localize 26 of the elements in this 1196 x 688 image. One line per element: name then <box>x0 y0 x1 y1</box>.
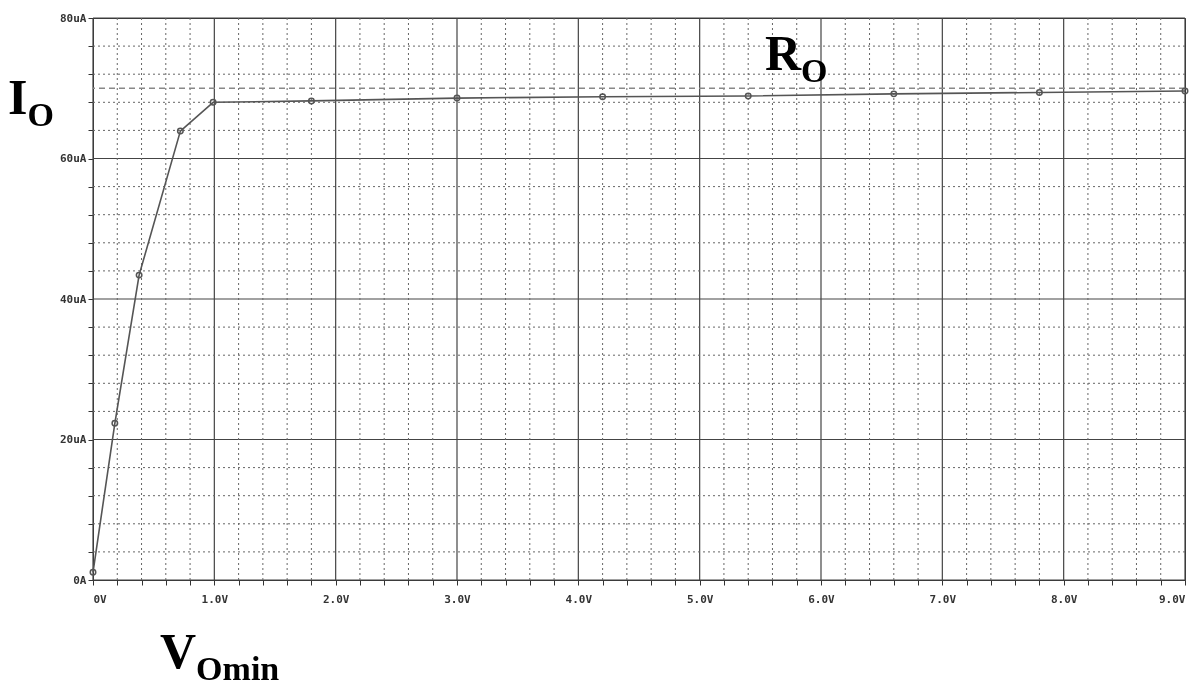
x-tick-label: 5.0V <box>686 592 714 606</box>
y-tick-label: 40uA <box>60 292 87 306</box>
annotation: R$_{O}$ <box>765 25 828 89</box>
y-tick-label: 80uA <box>60 11 87 25</box>
point <box>1035 88 1043 96</box>
x-tick-label: 8.0V <box>1050 592 1078 606</box>
x-tick-label: 6.0V <box>808 592 836 606</box>
x-tick-label: 3.0V <box>444 592 472 606</box>
x-axis-title: V$_{Omin}$ <box>160 623 280 687</box>
point <box>307 97 315 105</box>
point <box>111 419 119 427</box>
x-tick-label: 2.0V <box>322 592 350 606</box>
x-tick-label: 7.0V <box>929 592 957 606</box>
point <box>599 93 607 101</box>
point <box>135 271 143 279</box>
x-tick-label: 1.0V <box>201 592 229 606</box>
x-tick-label: 9.0V <box>1159 592 1186 606</box>
point <box>209 98 217 106</box>
point <box>890 90 898 98</box>
y-axis-title: I$_{O}$ <box>8 69 54 133</box>
x-tick-label: 0V <box>93 592 108 606</box>
y-tick-label: 60uA <box>60 152 87 165</box>
x-tick-label: 4.0V <box>565 592 593 606</box>
y-tick-label: 0A <box>73 573 87 587</box>
point <box>176 127 184 135</box>
y-tick-label: 20uA <box>60 433 87 446</box>
